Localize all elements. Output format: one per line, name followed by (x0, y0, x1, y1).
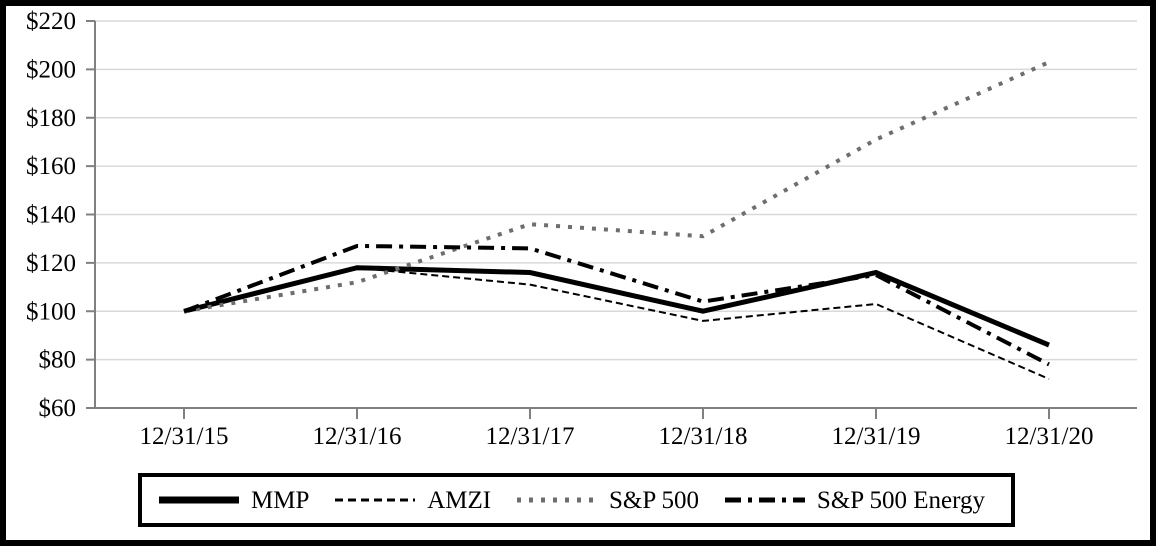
series-line-s-p-500-energy (183, 243, 1050, 367)
y-axis-label-80: $80 (39, 347, 77, 374)
y-axis-label-60: $60 (39, 395, 77, 422)
legend-swatch-amzi-line (335, 498, 416, 502)
legend-label-s-p-500-energy: S&P 500 Energy (816, 486, 985, 514)
x-axis-label-12-31-16: 12/31/16 (313, 423, 402, 450)
legend-label-s-p-500: S&P 500 (608, 486, 700, 514)
x-axis-label-12-31-15: 12/31/15 (140, 423, 229, 450)
y-axis-label-100: $100 (26, 298, 76, 325)
x-axis-label-12-31-17: 12/31/17 (486, 423, 575, 450)
legend-item-amzi: AMZI (334, 488, 491, 513)
y-axis-label-180: $180 (26, 105, 76, 132)
x-axis-label-12-31-20: 12/31/20 (1005, 423, 1094, 450)
y-axis-label-200: $200 (26, 56, 76, 83)
series-line-amzi (183, 266, 1050, 380)
legend-item-mmp: MMP (158, 488, 309, 513)
x-axis-label-12-31-18: 12/31/18 (659, 423, 748, 450)
legend-label-mmp: MMP (251, 486, 310, 514)
legend-swatch-s-p-500-energy-line (724, 497, 805, 503)
legend-label-amzi: AMZI (427, 486, 492, 514)
legend-item-s-p-500: S&P 500 (516, 488, 699, 513)
chart-legend: MMP AMZI S&P 500 S&P 500 Energy (138, 473, 1015, 527)
y-axis-label-220: $220 (26, 8, 76, 35)
y-axis-label-140: $140 (26, 202, 76, 229)
series-line-s-p-500 (183, 60, 1050, 314)
y-axis-label-160: $160 (26, 153, 76, 180)
x-axis-label-12-31-19: 12/31/19 (832, 423, 921, 450)
performance-chart: $60 $80 $100 $120 $140 $160 $180 $200 $220 12/31/… (26, 8, 1137, 450)
legend-swatch-mmp-line (159, 496, 239, 504)
legend-swatch-s-p-500-line (516, 497, 597, 503)
y-axis-label-120: $120 (26, 250, 76, 277)
legend-item-s-p-500-energy: S&P 500 Energy (724, 488, 985, 513)
